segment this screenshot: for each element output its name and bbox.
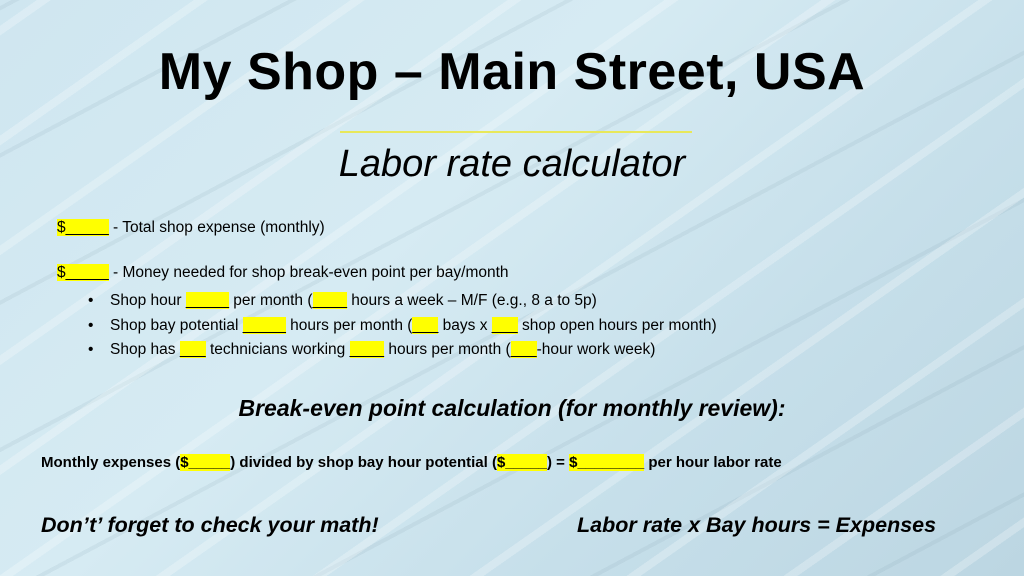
blank: _____: [185, 292, 229, 309]
text: per month (: [228, 292, 313, 309]
bullet-icon: •: [88, 317, 94, 334]
total-expense-blank: $_____: [57, 219, 109, 236]
text: ) divided by shop bay hour potential (: [230, 454, 497, 471]
text: hours per month (: [384, 341, 511, 358]
text: hours per month (: [285, 317, 413, 334]
bullet-icon: •: [88, 341, 94, 358]
text: Shop has: [110, 341, 180, 358]
blank: $________: [569, 454, 645, 471]
slide-subtitle: Labor rate calculator: [338, 143, 686, 185]
break-even-line: $_____ - Money needed for shop break-eve…: [57, 264, 509, 282]
title-divider: [340, 131, 692, 133]
bullet-shop-hours: • Shop hour _____ per month (____ hours a…: [88, 292, 597, 310]
footer-right-note: Labor rate x Bay hours = Expenses: [577, 513, 937, 537]
blank: ___: [491, 317, 518, 334]
formula-line: Monthly expenses ($_____) divided by sho…: [41, 454, 782, 471]
total-expense-label: - Total shop expense (monthly): [108, 219, 325, 236]
footer-left-note: Don’t’ forget to check your math!: [41, 513, 379, 537]
section-heading: Break-even point calculation (for monthl…: [238, 395, 786, 421]
blank: ____: [349, 341, 385, 358]
blank: _____: [242, 317, 286, 334]
blank: ____: [312, 292, 347, 309]
blank: ___: [510, 341, 537, 358]
blank: ___: [179, 341, 206, 358]
text: Shop hour: [110, 292, 186, 309]
break-even-label: - Money needed for shop break-even point…: [108, 264, 509, 281]
total-expense-line: $_____ - Total shop expense (monthly): [57, 219, 325, 237]
text: -hour work week): [536, 341, 656, 358]
text: ) =: [547, 454, 570, 471]
text: per hour labor rate: [644, 454, 782, 471]
text: shop open hours per month): [517, 317, 717, 334]
bullet-technicians: • Shop has ___ technicians working ____ h…: [88, 341, 655, 359]
break-even-blank: $_____: [57, 264, 109, 281]
blank: $_____: [180, 454, 231, 471]
slide-title: My Shop – Main Street, USA: [158, 43, 866, 101]
text: hours a week – M/F (e.g., 8 a to 5p): [347, 292, 597, 309]
text: bays x: [438, 317, 492, 334]
blank: $_____: [496, 454, 548, 471]
text: technicians working: [205, 341, 350, 358]
bullet-bay-potential: • Shop bay potential _____ hours per mont…: [88, 317, 717, 335]
bullet-icon: •: [88, 292, 94, 309]
text: Monthly expenses (: [41, 454, 181, 471]
text: Shop bay potential: [110, 317, 243, 334]
blank: ___: [412, 317, 439, 334]
